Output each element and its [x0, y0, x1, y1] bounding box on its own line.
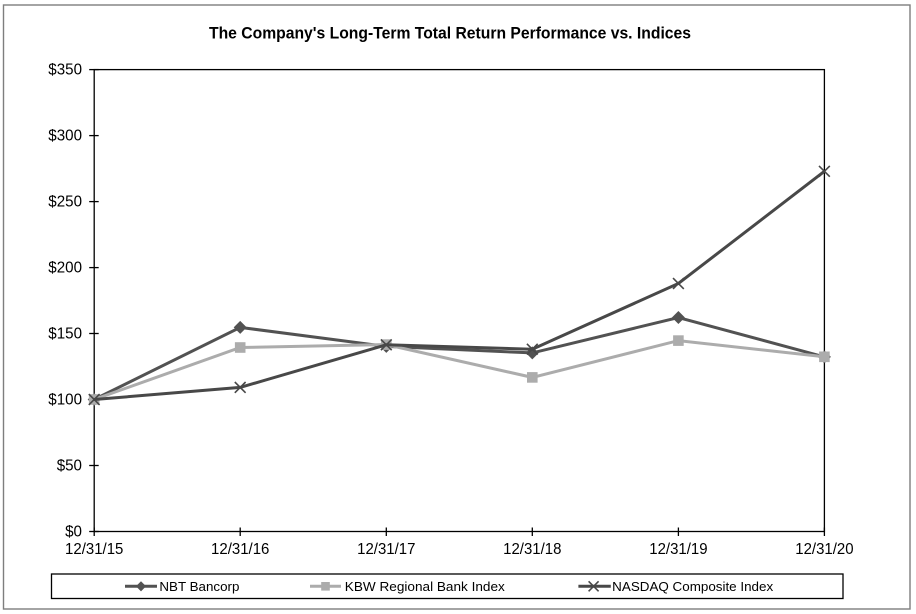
svg-text:$250: $250: [48, 194, 82, 211]
svg-text:12/31/15: 12/31/15: [65, 541, 123, 558]
svg-text:$50: $50: [57, 457, 82, 474]
svg-text:$200: $200: [48, 260, 82, 277]
svg-text:NASDAQ Composite Index: NASDAQ Composite Index: [612, 579, 773, 594]
svg-text:12/31/20: 12/31/20: [795, 541, 853, 558]
svg-text:KBW Regional Bank Index: KBW Regional Bank Index: [345, 579, 505, 594]
svg-text:$100: $100: [48, 391, 82, 408]
svg-text:NBT Bancorp: NBT Bancorp: [159, 579, 239, 594]
svg-text:$0: $0: [65, 523, 82, 540]
svg-text:The Company's Long-Term Total: The Company's Long-Term Total Return Per…: [209, 24, 691, 43]
svg-text:12/31/19: 12/31/19: [649, 541, 707, 558]
svg-text:$300: $300: [48, 128, 82, 145]
svg-text:$350: $350: [48, 62, 82, 79]
svg-text:12/31/16: 12/31/16: [211, 541, 269, 558]
svg-text:12/31/18: 12/31/18: [503, 541, 561, 558]
svg-text:12/31/17: 12/31/17: [357, 541, 415, 558]
svg-text:$150: $150: [48, 325, 82, 342]
